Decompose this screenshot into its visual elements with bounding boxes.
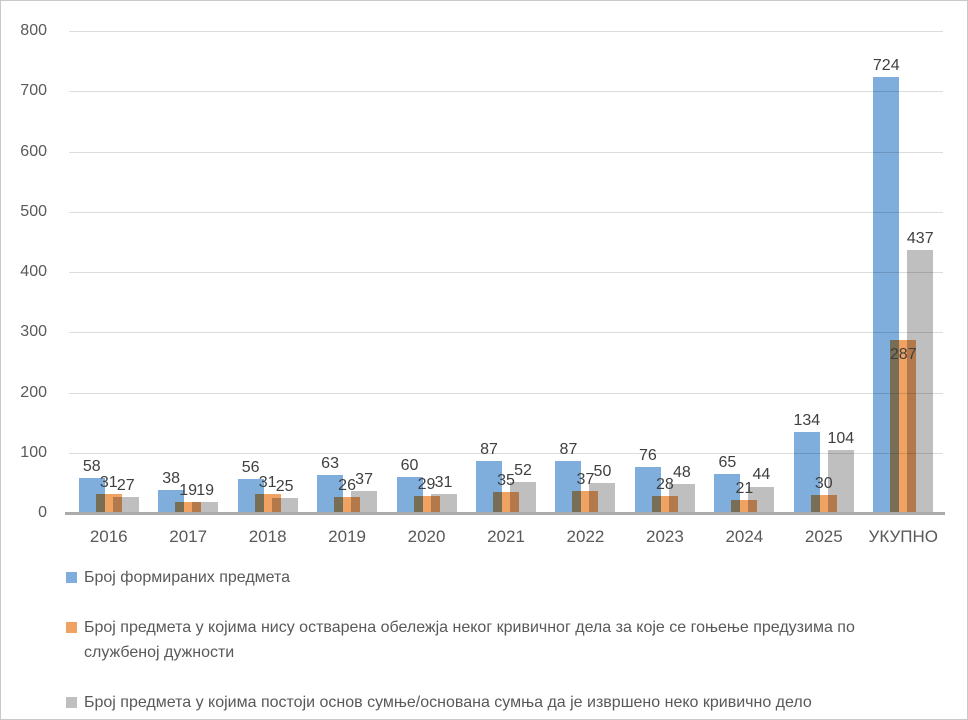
bar-2017-s2 bbox=[192, 501, 219, 513]
bar-2024-s2 bbox=[748, 486, 775, 513]
y-tick-label: 500 bbox=[20, 202, 47, 220]
y-tick-label: 0 bbox=[38, 504, 47, 521]
grid-line bbox=[69, 211, 943, 213]
legend-swatch-gray bbox=[66, 697, 77, 708]
y-axis: 0 100 200 300 400 500 600 700 800 bbox=[1, 1, 47, 541]
chart-legend: Број формираних предмета Број предмета у… bbox=[66, 565, 930, 719]
x-tick-label: 2020 bbox=[407, 527, 446, 546]
legend-item: Број формираних предмета bbox=[66, 565, 930, 590]
legend-label: Број формираних предмета bbox=[84, 569, 291, 586]
bar-value-label: 44 bbox=[752, 466, 771, 484]
bar-value-label: 28 bbox=[656, 476, 674, 494]
bar-value-label: 76 bbox=[639, 447, 657, 465]
grid-line bbox=[69, 272, 943, 273]
plot-area: 58 31 27 38 19 19 56 31 25 63 26 37 60 29 31 87 35 52 87 37… bbox=[69, 31, 943, 513]
bar-2018-s2 bbox=[271, 497, 298, 513]
bar-value-label: 52 bbox=[514, 461, 532, 479]
bar-value-label: 65 bbox=[718, 453, 737, 471]
bar-value-label: 26 bbox=[338, 477, 356, 495]
grid-line bbox=[69, 31, 943, 32]
x-tick-label: УКУПНО bbox=[868, 527, 938, 546]
bar-value-label: 27 bbox=[116, 476, 135, 494]
grid-line bbox=[69, 151, 943, 153]
bar-value-label: 38 bbox=[162, 470, 181, 488]
bar-value-label: 19 bbox=[179, 481, 198, 499]
y-tick-label: 300 bbox=[20, 323, 47, 341]
x-tick-label: 2016 bbox=[89, 527, 128, 546]
bar-value-label: 35 bbox=[497, 471, 515, 489]
y-tick-label: 800 bbox=[20, 22, 47, 39]
bar-value-label: 60 bbox=[400, 456, 419, 474]
x-tick-label: 2025 bbox=[804, 527, 843, 546]
bar-value-label: 87 bbox=[480, 440, 498, 458]
bar-value-label: 437 bbox=[906, 229, 934, 247]
legend-item: Број предмета у којима нису остварена об… bbox=[66, 615, 930, 665]
legend-swatch-orange bbox=[66, 622, 77, 633]
bar-2017-s1 bbox=[175, 501, 202, 513]
bar-2022-s2 bbox=[589, 482, 616, 513]
bar-value-label: 31 bbox=[434, 474, 453, 492]
legend-swatch-blue bbox=[66, 572, 77, 583]
y-tick-label: 100 bbox=[20, 443, 47, 461]
y-tick-label: 400 bbox=[20, 263, 47, 280]
y-tick-label: 200 bbox=[20, 383, 47, 401]
bar-value-label: 724 bbox=[872, 56, 900, 74]
bar-value-label: 104 bbox=[827, 430, 855, 448]
grid-line bbox=[69, 332, 943, 334]
bar-2021-s2 bbox=[510, 481, 536, 513]
x-tick-label: 2022 bbox=[566, 527, 605, 546]
bar-value-label: 58 bbox=[82, 458, 101, 476]
bar-2016-s2 bbox=[112, 496, 139, 513]
bar-value-label: 287 bbox=[889, 346, 917, 364]
legend-label: Број предмета у којима постоји основ сум… bbox=[84, 694, 812, 711]
x-tick-label: 2017 bbox=[169, 527, 208, 546]
grid-line bbox=[69, 452, 943, 454]
x-tick-label: 2021 bbox=[487, 527, 525, 546]
bar-УКУПНО-s2 bbox=[907, 249, 934, 513]
grid-line bbox=[69, 91, 943, 93]
bar-value-label: 48 bbox=[673, 464, 691, 482]
y-tick-label: 700 bbox=[20, 82, 47, 100]
bar-value-label: 56 bbox=[241, 459, 260, 477]
bar-value-label: 63 bbox=[321, 455, 339, 473]
bar-value-label: 87 bbox=[559, 440, 578, 458]
bar-value-label: 50 bbox=[593, 462, 612, 480]
bar-value-label: 37 bbox=[576, 470, 595, 488]
bar-value-label: 37 bbox=[355, 470, 373, 488]
bar-2019-s2 bbox=[351, 490, 378, 513]
legend-item: Број предмета у којима постоји основ сум… bbox=[66, 690, 930, 715]
grid-line bbox=[69, 392, 943, 394]
bar-2023-s2 bbox=[668, 484, 695, 513]
x-tick-label: 2023 bbox=[645, 527, 684, 546]
x-tick-label: 2019 bbox=[328, 527, 366, 546]
bar-value-label: 29 bbox=[417, 475, 436, 493]
x-axis: 2016 2017 2018 2019 2020 2021 2022 2023 2024 2025… bbox=[69, 527, 943, 551]
bar-value-label: 134 bbox=[793, 412, 821, 430]
bar-2020-s2 bbox=[430, 494, 457, 513]
x-tick-label: 2024 bbox=[725, 527, 764, 546]
bar-value-label: 31 bbox=[99, 474, 118, 492]
x-axis-line bbox=[65, 512, 945, 515]
bar-value-label: 25 bbox=[275, 477, 294, 495]
bar-value-label: 30 bbox=[814, 474, 833, 492]
bar-2025-s2 bbox=[827, 450, 854, 513]
bar-value-label: 21 bbox=[735, 480, 754, 498]
bar-value-label: 19 bbox=[196, 481, 215, 499]
y-tick-label: 600 bbox=[20, 142, 47, 160]
bar-value-label: 31 bbox=[258, 474, 277, 492]
x-tick-label: 2018 bbox=[248, 527, 287, 546]
legend-label: Број предмета у којима нису остварена об… bbox=[84, 619, 855, 661]
